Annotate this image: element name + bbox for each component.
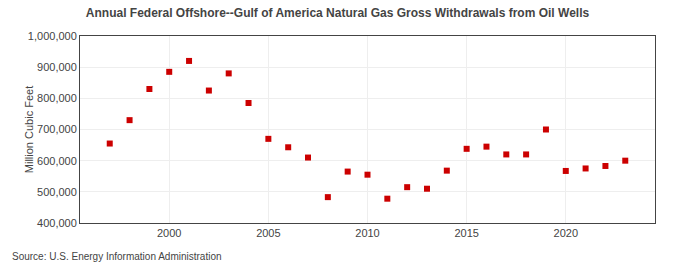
- svg-text:600,000: 600,000: [37, 155, 77, 167]
- svg-text:400,000: 400,000: [37, 217, 77, 229]
- svg-text:2005: 2005: [256, 227, 280, 239]
- svg-text:Million Cubic Feet: Million Cubic Feet: [23, 86, 35, 173]
- svg-text:2015: 2015: [454, 227, 478, 239]
- svg-text:700,000: 700,000: [37, 123, 77, 135]
- svg-text:Annual Federal Offshore--Gulf: Annual Federal Offshore--Gulf of America…: [86, 6, 590, 20]
- svg-text:1,000,000: 1,000,000: [28, 30, 77, 42]
- svg-text:800,000: 800,000: [37, 92, 77, 104]
- svg-text:2020: 2020: [554, 227, 578, 239]
- svg-text:500,000: 500,000: [37, 186, 77, 198]
- svg-text:2000: 2000: [157, 227, 181, 239]
- svg-text:900,000: 900,000: [37, 61, 77, 73]
- svg-text:Source: U.S. Energy Informatio: Source: U.S. Energy Information Administ…: [12, 251, 222, 262]
- svg-text:2010: 2010: [355, 227, 379, 239]
